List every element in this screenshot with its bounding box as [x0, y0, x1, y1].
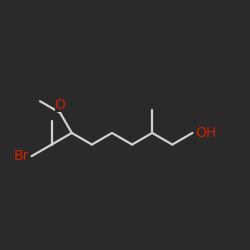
Text: O: O — [55, 98, 66, 112]
Text: Br: Br — [14, 149, 29, 163]
Text: OH: OH — [195, 126, 216, 140]
